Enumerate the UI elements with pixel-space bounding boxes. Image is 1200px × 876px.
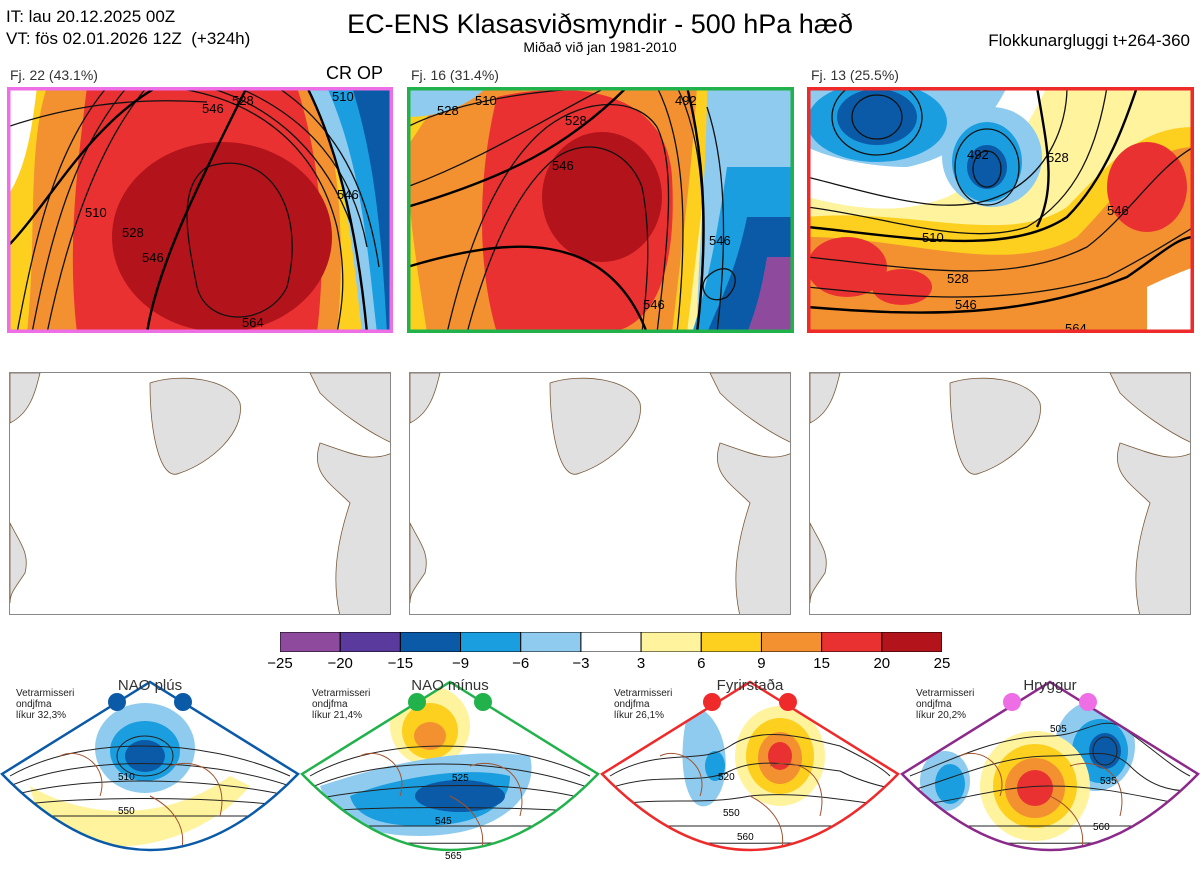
colorbar-swatch [640, 631, 702, 653]
regime-nao-minus[interactable]: 525 545 565 NAO mínus Vetrarmisseri ondj… [300, 676, 600, 871]
regime-desc: Vetrarmisseri ondjfma líkur 21,4% [312, 688, 371, 721]
contour-label: 564 [242, 315, 264, 330]
blank-map-2 [409, 372, 791, 615]
colorbar-swatch [881, 631, 943, 653]
colorbar-swatch [700, 631, 762, 653]
colorbar-tick-label: −15 [387, 655, 414, 672]
cluster-map-2[interactable]: 510 528 492 546 528 546 546 [407, 87, 794, 333]
contour-label: 528 [565, 113, 587, 128]
init-time: IT: lau 20.12.2025 00Z [6, 7, 176, 26]
contour-label: 546 [955, 297, 977, 312]
contour-label: 510 [475, 93, 497, 108]
contour-label: 528 [122, 225, 144, 240]
contour-label: 528 [947, 271, 969, 286]
contour-label: 510 [118, 772, 135, 783]
contour-label: 492 [675, 93, 697, 108]
colorbar-swatch [760, 631, 823, 653]
colorbar-tick-label: −6 [512, 655, 530, 672]
page-title: EC-ENS Klasasviðsmyndir - 500 hPa hæð [347, 9, 853, 39]
contour-label: 560 [737, 832, 754, 843]
contour-label: 565 [445, 851, 462, 862]
contour-label: 492 [967, 147, 989, 162]
regimes: 510 550 NAO plús Vetrarmisseri ondjfma l… [0, 676, 1200, 871]
regime-title: Fyrirstaða [716, 677, 784, 694]
contour-label: 505 [1050, 724, 1067, 735]
contour-label: 546 [552, 158, 574, 173]
regime-desc: Vetrarmisseri ondjfma líkur 20,2% [916, 688, 975, 721]
colorbar-tick-label: −3 [572, 655, 590, 672]
contour-label: 510 [332, 89, 354, 104]
cluster-map-1[interactable]: 546 528 510 546 564 510 528 546 [7, 87, 393, 333]
contour-label: 520 [718, 772, 735, 783]
contour-label: 546 [202, 101, 224, 116]
contour-label: 546 [643, 297, 665, 312]
contour-label: 528 [232, 93, 254, 108]
colorbar-tick-label: 15 [813, 655, 830, 672]
blank-map-3 [809, 372, 1191, 615]
regime-desc: Vetrarmisseri ondjfma líkur 26,1% [614, 688, 673, 721]
colorbar-swatch [821, 631, 883, 653]
colorbar-tick-label: 3 [636, 655, 646, 672]
colorbar-swatch [279, 631, 341, 653]
valid-time: VT: fös 02.01.2026 12Z (+324h) [6, 29, 251, 48]
contour-label: 546 [709, 233, 731, 248]
contour-label: 528 [1047, 150, 1069, 165]
colorbar-tick-label: 20 [873, 655, 891, 672]
colorbar-swatch [520, 631, 582, 653]
contour-label: 550 [723, 808, 740, 819]
cluster-map-3[interactable]: 492 510 528 546 564 528 546 [807, 87, 1194, 333]
blank-map-1 [9, 372, 391, 615]
page-subtitle: Miðað við jan 1981-2010 [523, 39, 677, 55]
contour-label: 525 [452, 773, 469, 784]
contour-label: 545 [435, 816, 452, 827]
regime-desc: Vetrarmisseri ondjfma líkur 32,3% [16, 688, 75, 721]
contour-label: 546 [337, 187, 359, 202]
colorbar-tick-label: 25 [933, 655, 951, 672]
contour-label: 535 [1100, 776, 1117, 787]
colorbar-tick-label: 6 [697, 655, 706, 672]
colorbar [279, 631, 943, 653]
contour-label: 550 [118, 806, 135, 817]
colorbar-tick-label: −20 [327, 655, 353, 672]
colorbar-swatches [279, 631, 943, 653]
header-left: IT: lau 20.12.2025 00Z VT: fös 02.01.202… [6, 6, 250, 50]
cr-op-tag: CR OP [326, 63, 384, 83]
colorbar-swatch [339, 631, 401, 653]
contour-label: 510 [85, 205, 107, 220]
regime-title: NAO mínus [411, 677, 489, 694]
regime-ridge[interactable]: 505 535 560 Hryggur Vetrarmisseri ondjfm… [900, 676, 1200, 871]
colorbar-swatch [580, 631, 642, 653]
cluster-label-1: Fj. 22 (43.1%) [10, 67, 98, 83]
colorbar-tick-label: −9 [451, 655, 470, 672]
contour-label: 546 [1107, 203, 1129, 218]
contour-label: 510 [922, 230, 944, 245]
cluster-window: Flokkunargluggi t+264-360 [988, 31, 1190, 50]
colorbar-swatch [399, 631, 462, 653]
regime-blocking[interactable]: 520 550 560 Fyrirstaða Vetrarmisseri ond… [600, 676, 900, 871]
colorbar-swatch [460, 631, 522, 653]
cluster-label-3: Fj. 13 (25.5%) [811, 67, 899, 83]
contour-label: 546 [142, 250, 164, 265]
contour-label: 528 [437, 103, 459, 118]
colorbar-labels: −25 −20 −15 −9 −6 −3 3 6 9 15 20 25 [267, 655, 950, 675]
regime-title: NAO plús [117, 677, 183, 694]
regime-nao-plus[interactable]: 510 550 NAO plús Vetrarmisseri ondjfma l… [0, 676, 300, 871]
colorbar-tick-label: −25 [267, 655, 293, 672]
cluster-label-2: Fj. 16 (31.4%) [411, 67, 499, 83]
contour-label: 560 [1093, 822, 1110, 833]
colorbar-tick-label: 9 [757, 655, 766, 672]
regime-title: Hryggur [1023, 677, 1077, 694]
